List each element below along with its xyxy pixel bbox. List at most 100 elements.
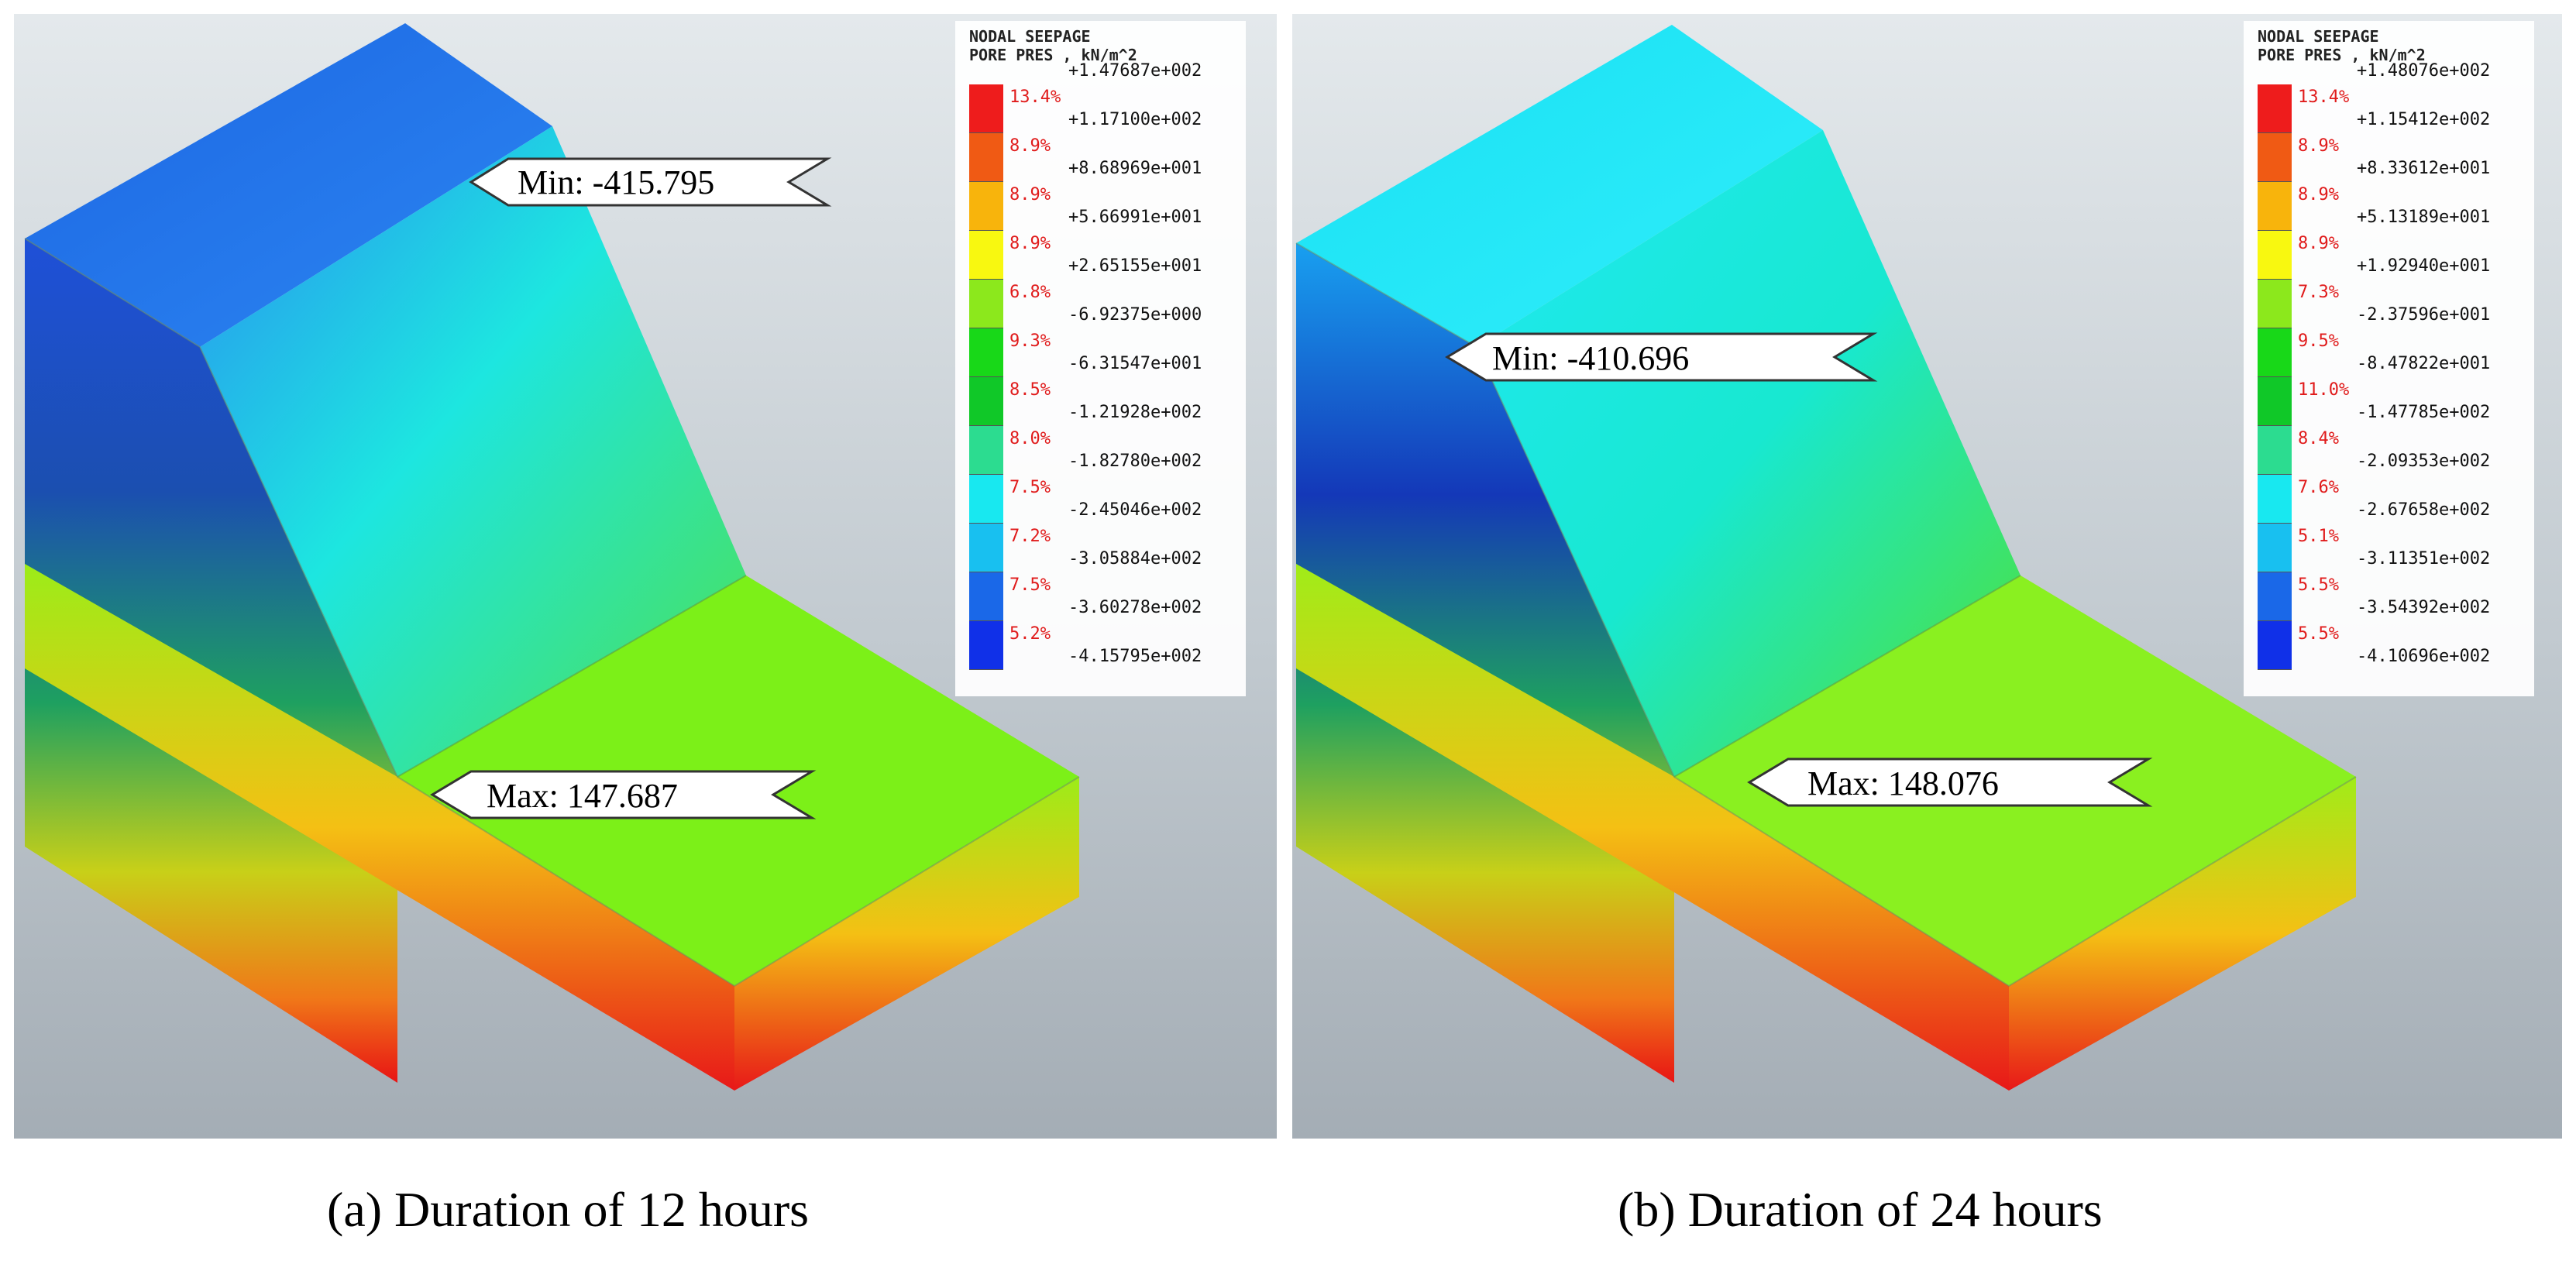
min-label: Min: -415.795 <box>518 163 714 201</box>
legend-percent: 5.5% <box>2298 575 2339 595</box>
legend-swatch <box>969 621 1003 670</box>
panel-24-hours: Min: -410.696 Max: 148.076 NODAL SEEPAGE… <box>1292 14 2562 1139</box>
legend-value: +1.47687e+002 <box>1068 61 1202 81</box>
legend-value: -1.82780e+002 <box>1068 452 1202 471</box>
legend-swatch <box>969 572 1003 621</box>
legend-percent: 8.5% <box>1009 380 1051 400</box>
model-slope-face <box>1477 130 2021 777</box>
legend-percent: 11.0% <box>2298 380 2350 400</box>
legend-value: -3.05884e+002 <box>1068 549 1202 569</box>
legend-swatch <box>2258 475 2292 524</box>
legend-swatch <box>969 133 1003 182</box>
legend-swatch <box>969 377 1003 426</box>
legend-percent: 8.9% <box>2298 185 2339 204</box>
model-left-lower-face <box>1296 564 2009 1091</box>
legend-percent: 7.3% <box>2298 283 2339 302</box>
legend-percent: 5.1% <box>2298 527 2339 546</box>
model-slope-face <box>200 126 746 777</box>
legend-swatch <box>2258 377 2292 426</box>
min-callout: Min: -410.696 <box>1445 332 1878 382</box>
caption-b: (b) Duration of 24 hours <box>1618 1182 2103 1237</box>
legend-value: -6.31547e+001 <box>1068 354 1202 373</box>
legend-percent: 7.5% <box>1009 575 1051 595</box>
legend-value: -2.45046e+002 <box>1068 500 1202 520</box>
model-left-lower-face <box>25 564 734 1091</box>
model-top-face <box>1296 25 1823 347</box>
legend-title-line2: PORE PRES , kN/m^2 <box>2258 46 2426 64</box>
legend-swatch <box>2258 572 2292 621</box>
model-base-right-face <box>734 777 1079 1091</box>
legend-value: -3.54392e+002 <box>2357 598 2491 617</box>
legend-swatch <box>2258 426 2292 475</box>
legend-value: +5.13189e+001 <box>2357 208 2491 227</box>
legend-swatch <box>2258 524 2292 572</box>
panel-12-hours: Min: -415.795 Max: 147.687 NODAL SEEPAGE… <box>14 14 1277 1139</box>
legend-swatch <box>2258 84 2292 133</box>
legend-swatch <box>969 426 1003 475</box>
legend-swatch <box>969 475 1003 524</box>
max-callout: Max: 147.687 <box>430 770 817 819</box>
legend-swatch <box>969 280 1003 328</box>
legend-value: -2.09353e+002 <box>2357 452 2491 471</box>
caption-a: (a) Duration of 12 hours <box>327 1182 810 1237</box>
legend-percent: 13.4% <box>1009 88 1061 107</box>
min-label: Min: -410.696 <box>1492 339 1689 377</box>
max-label: Max: 147.687 <box>487 777 678 815</box>
legend-value: -4.15795e+002 <box>1068 647 1202 666</box>
legend-percent: 5.2% <box>1009 624 1051 644</box>
legend-percent: 8.9% <box>2298 234 2339 253</box>
legend-title-line1: NODAL SEEPAGE <box>2258 27 2379 46</box>
legend-swatch <box>969 328 1003 377</box>
legend-title-line1: NODAL SEEPAGE <box>969 27 1091 46</box>
legend-percent: 8.9% <box>1009 185 1051 204</box>
legend-value: +8.33612e+001 <box>2357 159 2491 178</box>
legend-percent: 8.9% <box>1009 234 1051 253</box>
legend-percent: 7.2% <box>1009 527 1051 546</box>
model-top-face <box>25 23 552 347</box>
legend-value: -3.11351e+002 <box>2357 549 2491 569</box>
model-base-right-face <box>2009 777 2356 1091</box>
legend-swatch <box>969 182 1003 231</box>
legend-swatch <box>2258 231 2292 280</box>
legend-percent: 9.5% <box>2298 331 2339 351</box>
legend-title-line2: PORE PRES , kN/m^2 <box>969 46 1137 64</box>
legend-value: -4.10696e+002 <box>2357 647 2491 666</box>
legend-percent: 9.3% <box>1009 331 1051 351</box>
legend-value: -1.47785e+002 <box>2357 403 2491 422</box>
legend-swatch <box>969 524 1003 572</box>
legend-value: +1.48076e+002 <box>2357 61 2491 81</box>
legend-value: +2.65155e+001 <box>1068 256 1202 276</box>
legend-value: +1.17100e+002 <box>1068 110 1202 129</box>
legend-swatch <box>969 84 1003 133</box>
legend-percent: 8.9% <box>2298 136 2339 156</box>
legend-value: -1.21928e+002 <box>1068 403 1202 422</box>
max-callout: Max: 148.076 <box>1747 757 2153 807</box>
color-legend-b: NODAL SEEPAGE PORE PRES , kN/m^2 13.4% 8.… <box>2244 21 2534 696</box>
legend-percent: 7.5% <box>1009 478 1051 497</box>
legend-percent: 13.4% <box>2298 88 2350 107</box>
legend-percent: 5.5% <box>2298 624 2339 644</box>
legend-value: -2.67658e+002 <box>2357 500 2491 520</box>
color-legend-a: NODAL SEEPAGE PORE PRES , kN/m^2 13.4% 8.… <box>955 21 1246 696</box>
legend-value: -8.47822e+001 <box>2357 354 2491 373</box>
min-callout: Min: -415.795 <box>469 157 832 207</box>
legend-value: -2.37596e+001 <box>2357 305 2491 325</box>
legend-swatch <box>2258 280 2292 328</box>
model-front-face <box>1296 243 1674 1083</box>
legend-swatch <box>2258 182 2292 231</box>
legend-percent: 8.0% <box>1009 429 1051 448</box>
legend-swatch <box>2258 133 2292 182</box>
max-label: Max: 148.076 <box>1807 764 1999 802</box>
legend-percent: 8.9% <box>1009 136 1051 156</box>
legend-value: +1.92940e+001 <box>2357 256 2491 276</box>
legend-value: +5.66991e+001 <box>1068 208 1202 227</box>
legend-percent: 8.4% <box>2298 429 2339 448</box>
legend-swatch <box>2258 621 2292 670</box>
legend-value: +8.68969e+001 <box>1068 159 1202 178</box>
model-front-face <box>25 239 397 1083</box>
legend-swatch <box>2258 328 2292 377</box>
legend-value: -3.60278e+002 <box>1068 598 1202 617</box>
legend-value: -6.92375e+000 <box>1068 305 1202 325</box>
legend-swatch <box>969 231 1003 280</box>
legend-percent: 7.6% <box>2298 478 2339 497</box>
